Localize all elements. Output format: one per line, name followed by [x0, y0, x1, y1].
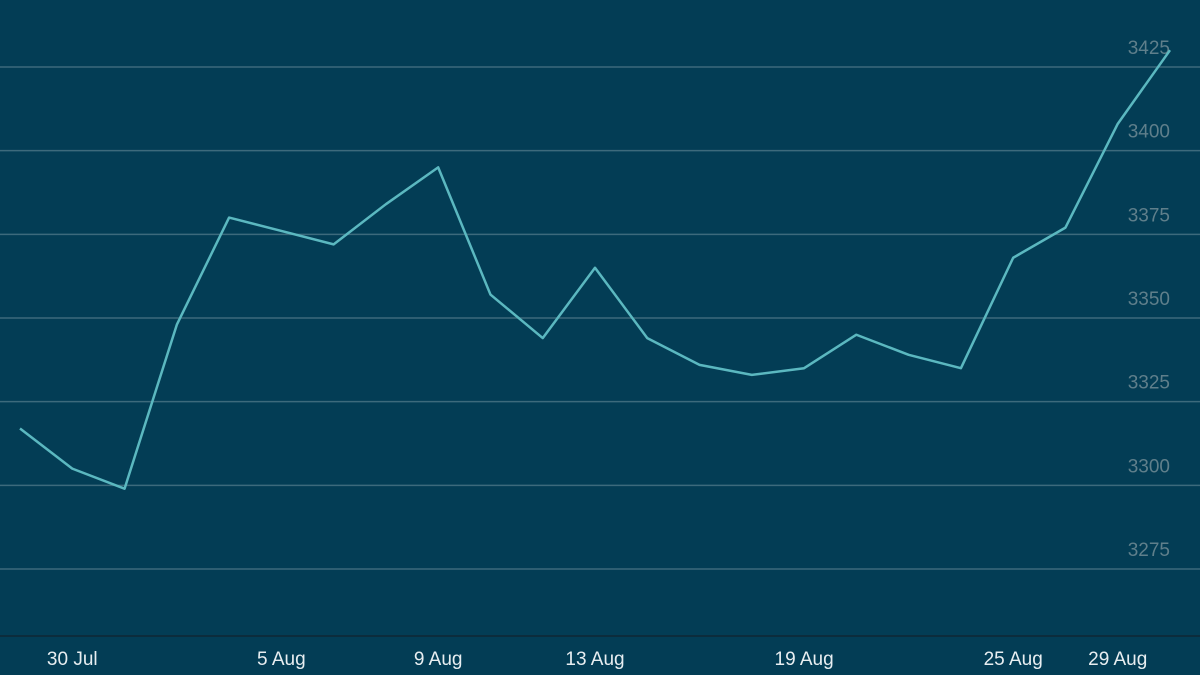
x-tick-label: 13 Aug [565, 649, 624, 670]
y-tick-label: 3425 [1128, 38, 1170, 59]
y-tick-label: 3325 [1128, 373, 1170, 394]
x-tick-label: 19 Aug [775, 649, 834, 670]
y-tick-label: 3350 [1128, 289, 1170, 310]
y-tick-label: 3400 [1128, 122, 1170, 143]
x-tick-label: 30 Jul [47, 649, 98, 670]
y-tick-label: 3300 [1128, 456, 1170, 477]
line-series [19, 49, 1172, 490]
x-tick-label: 9 Aug [414, 649, 463, 670]
x-tick-label: 29 Aug [1088, 649, 1147, 670]
x-tick-label: 25 Aug [984, 649, 1043, 670]
y-tick-label: 3275 [1128, 540, 1170, 561]
x-tick-label: 5 Aug [257, 649, 306, 670]
y-tick-label: 3375 [1128, 205, 1170, 226]
